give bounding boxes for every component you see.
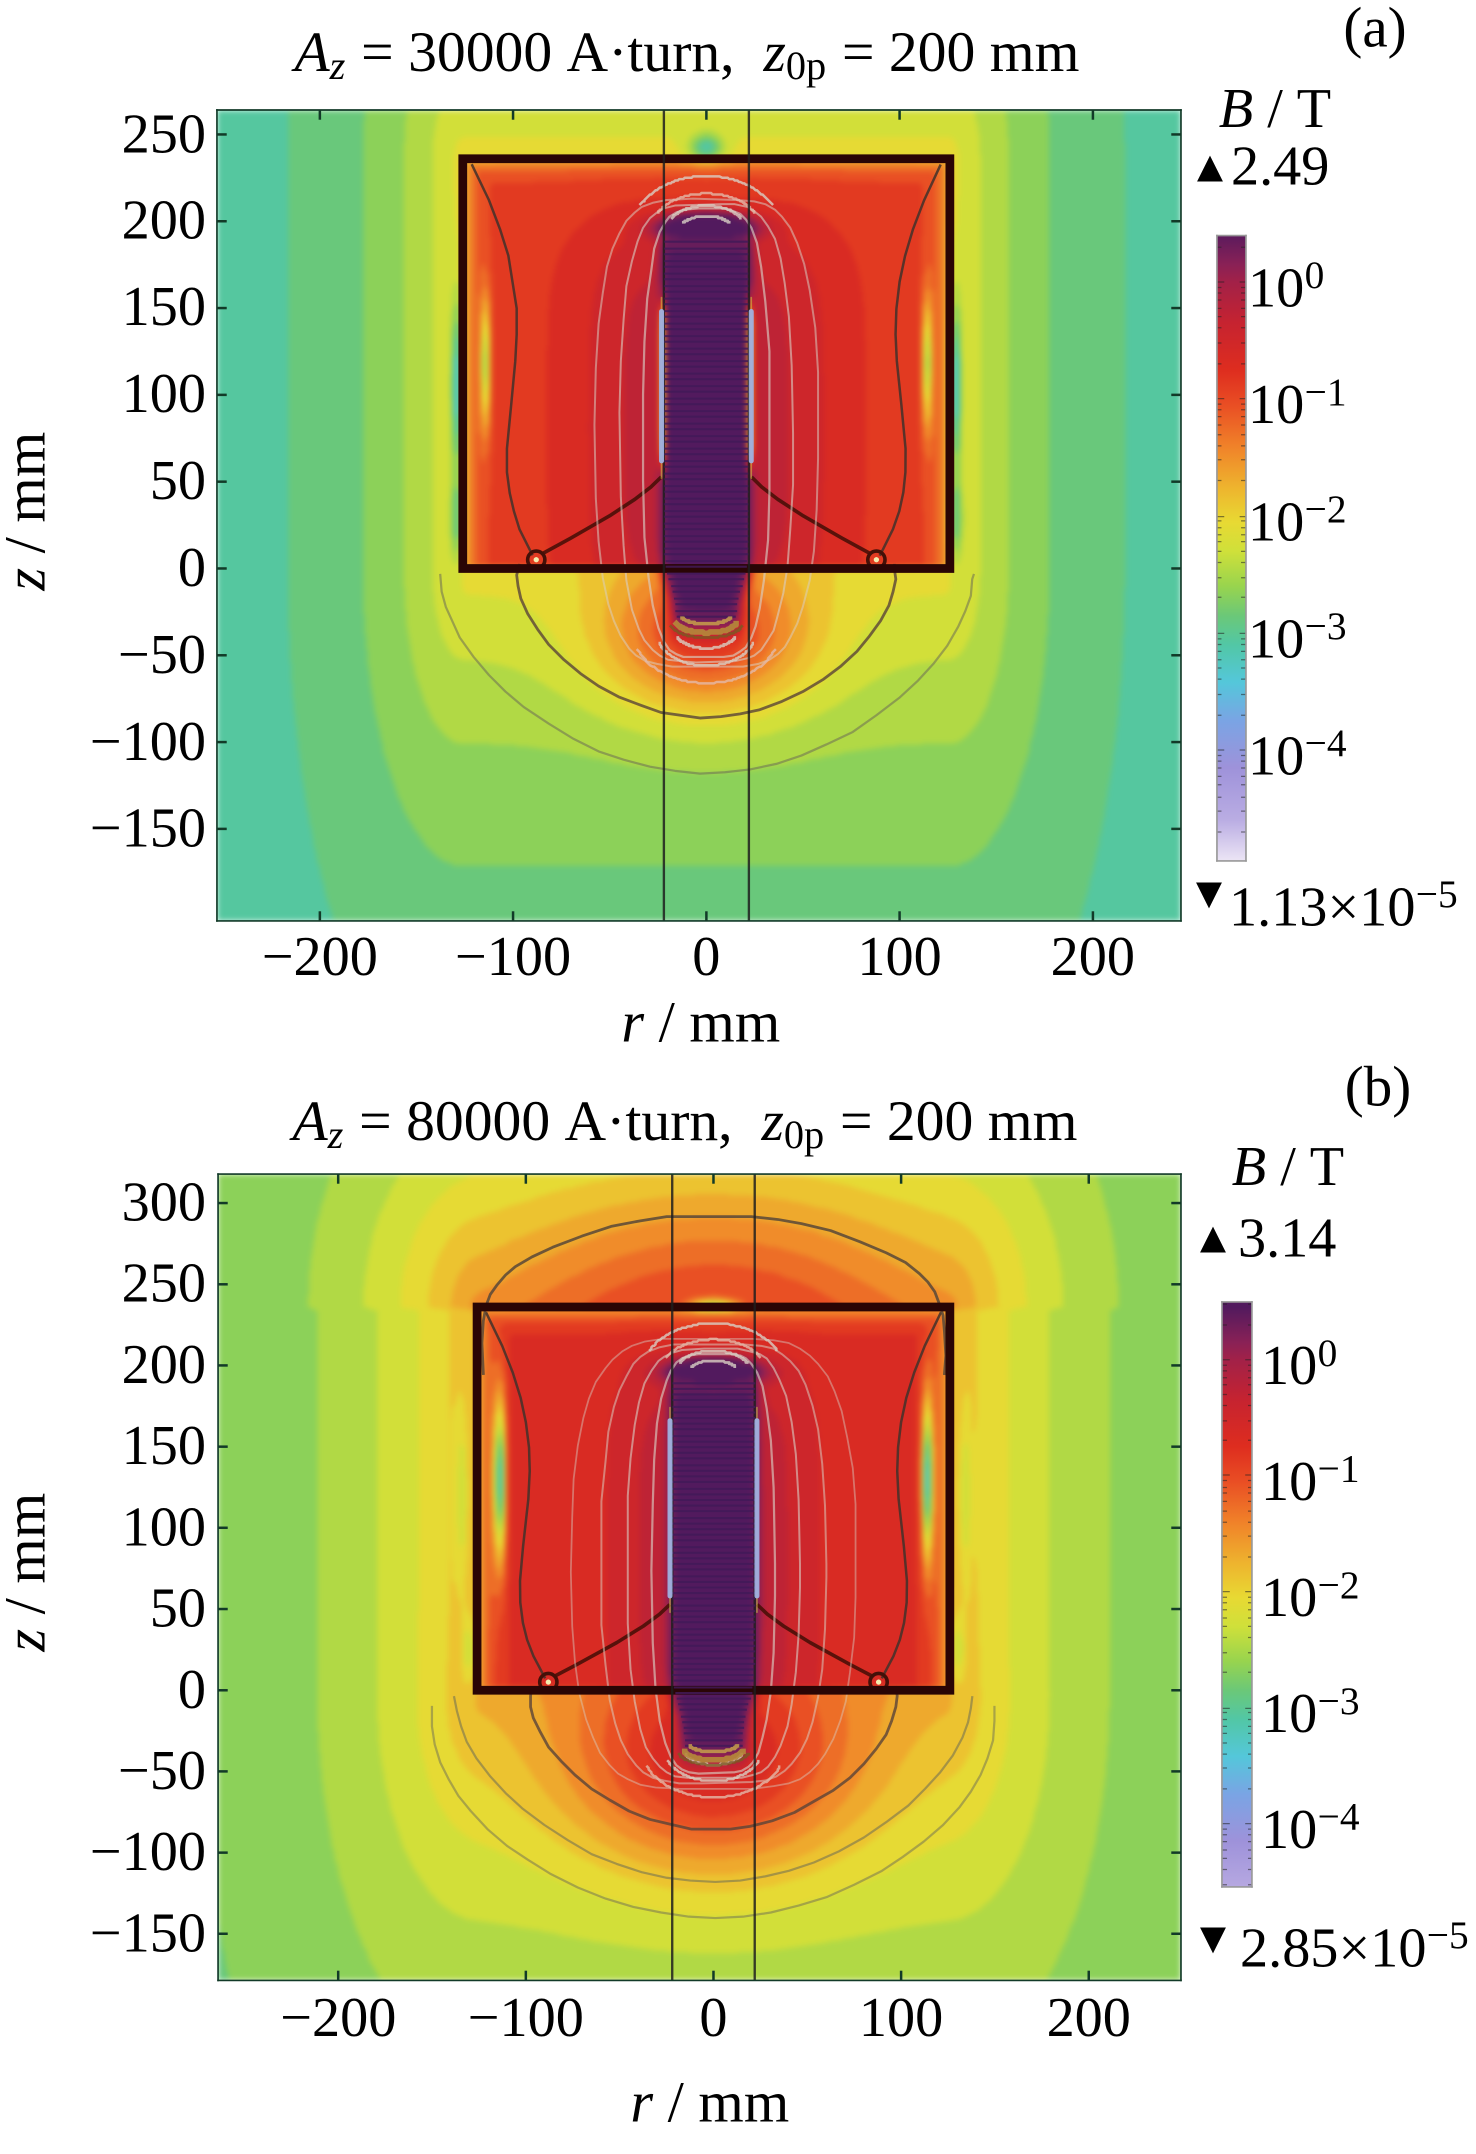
svg-text:300: 300 bbox=[122, 1172, 206, 1234]
svg-text:250: 250 bbox=[122, 103, 206, 165]
svg-text:200: 200 bbox=[1051, 926, 1135, 988]
svg-text:r/mm: r / mm bbox=[630, 2070, 789, 2135]
svg-text:0: 0 bbox=[178, 537, 206, 599]
svg-text:250: 250 bbox=[122, 1253, 206, 1315]
svg-text:−50: −50 bbox=[118, 1740, 206, 1802]
svg-text:200: 200 bbox=[1047, 1987, 1131, 2049]
svg-text:50: 50 bbox=[150, 1578, 206, 1640]
svg-text:150: 150 bbox=[122, 1415, 206, 1477]
svg-text:10−1: 10−1 bbox=[1248, 370, 1347, 436]
svg-text:200: 200 bbox=[122, 189, 206, 251]
svg-text:r/mm: r / mm bbox=[621, 990, 780, 1055]
svg-text:10−1: 10−1 bbox=[1261, 1447, 1360, 1513]
svg-text:50: 50 bbox=[150, 450, 206, 512]
svg-text:z/mm: z/mm bbox=[0, 432, 58, 592]
svg-text:100: 100 bbox=[122, 363, 206, 425]
svg-text:−150: −150 bbox=[90, 798, 206, 860]
svg-text:2.85×10−5: 2.85×10−5 bbox=[1240, 1913, 1469, 1979]
svg-text:10−3: 10−3 bbox=[1261, 1679, 1360, 1745]
svg-text:100: 100 bbox=[1261, 1331, 1337, 1397]
svg-text:(b): (b) bbox=[1345, 1056, 1411, 1119]
svg-text:2.49: 2.49 bbox=[1231, 136, 1329, 198]
svg-text:B/T: B / T bbox=[1219, 78, 1331, 140]
svg-text:200: 200 bbox=[122, 1334, 206, 1396]
svg-text:(a): (a) bbox=[1343, 0, 1406, 60]
svg-text:100: 100 bbox=[857, 926, 941, 988]
svg-text:B/T: B / T bbox=[1232, 1136, 1344, 1198]
svg-text:−50: −50 bbox=[118, 624, 206, 686]
svg-text:−200: −200 bbox=[280, 1987, 396, 2049]
svg-text:−100: −100 bbox=[90, 711, 206, 773]
svg-text:0: 0 bbox=[699, 1987, 727, 2049]
svg-text:10−4: 10−4 bbox=[1248, 721, 1347, 787]
svg-text:−200: −200 bbox=[262, 926, 378, 988]
svg-text:10−2: 10−2 bbox=[1261, 1563, 1360, 1629]
svg-text:10−2: 10−2 bbox=[1248, 487, 1347, 553]
svg-text:−100: −100 bbox=[90, 1821, 206, 1883]
svg-text:0: 0 bbox=[178, 1659, 206, 1721]
svg-text:100: 100 bbox=[1248, 253, 1324, 319]
svg-text:−100: −100 bbox=[455, 926, 571, 988]
svg-text:150: 150 bbox=[122, 276, 206, 338]
svg-text:−150: −150 bbox=[90, 1902, 206, 1964]
svg-text:1.13×10−5: 1.13×10−5 bbox=[1229, 872, 1458, 938]
svg-text:−100: −100 bbox=[468, 1987, 584, 2049]
svg-text:10−4: 10−4 bbox=[1261, 1795, 1360, 1861]
svg-text:100: 100 bbox=[859, 1987, 943, 2049]
svg-text:10−3: 10−3 bbox=[1248, 604, 1347, 670]
svg-text:100: 100 bbox=[122, 1496, 206, 1558]
svg-text:0: 0 bbox=[692, 926, 720, 988]
svg-text:z/mm: z/mm bbox=[0, 1493, 58, 1653]
svg-text:3.14: 3.14 bbox=[1238, 1208, 1336, 1270]
